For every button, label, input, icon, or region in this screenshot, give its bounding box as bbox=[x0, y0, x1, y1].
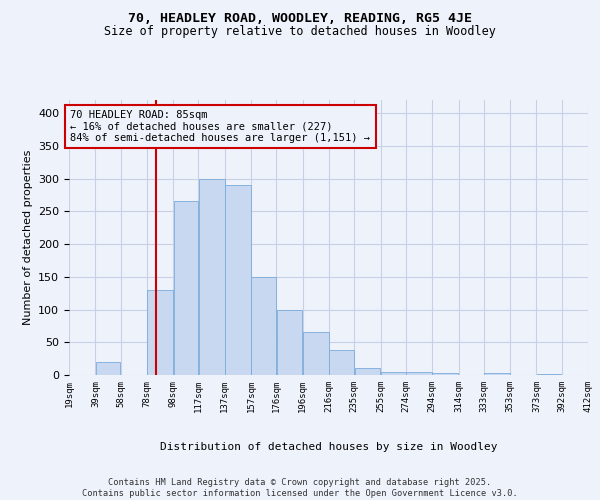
Bar bbox=[225, 185, 251, 375]
Text: 70 HEADLEY ROAD: 85sqm
← 16% of detached houses are smaller (227)
84% of semi-de: 70 HEADLEY ROAD: 85sqm ← 16% of detached… bbox=[70, 110, 370, 143]
Bar bbox=[484, 373, 510, 375]
Bar bbox=[173, 202, 198, 375]
Bar bbox=[95, 362, 120, 375]
Y-axis label: Number of detached properties: Number of detached properties bbox=[23, 150, 32, 325]
Bar bbox=[355, 368, 380, 375]
Text: Size of property relative to detached houses in Woodley: Size of property relative to detached ho… bbox=[104, 25, 496, 38]
Bar bbox=[199, 178, 224, 375]
Bar bbox=[406, 372, 432, 375]
Bar bbox=[251, 277, 276, 375]
Bar bbox=[277, 310, 302, 375]
Bar bbox=[433, 373, 458, 375]
Bar bbox=[303, 332, 329, 375]
Text: Contains HM Land Registry data © Crown copyright and database right 2025.
Contai: Contains HM Land Registry data © Crown c… bbox=[82, 478, 518, 498]
Text: 70, HEADLEY ROAD, WOODLEY, READING, RG5 4JE: 70, HEADLEY ROAD, WOODLEY, READING, RG5 … bbox=[128, 12, 472, 26]
Bar bbox=[147, 290, 173, 375]
Bar bbox=[537, 374, 562, 375]
Bar bbox=[329, 350, 354, 375]
Text: Distribution of detached houses by size in Woodley: Distribution of detached houses by size … bbox=[160, 442, 497, 452]
Bar bbox=[381, 372, 406, 375]
